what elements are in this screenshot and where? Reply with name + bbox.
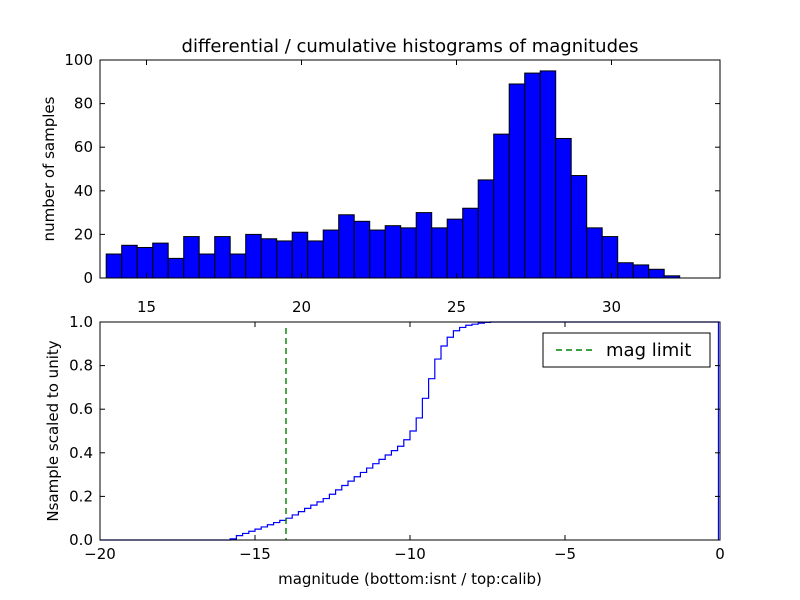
histogram-bar [602,237,618,278]
histogram-bar [215,237,231,278]
bottom-y-tick-label: 0.8 [69,357,93,375]
histogram-bar [199,254,215,278]
histogram-bar [153,243,169,278]
histogram-bar [277,241,293,278]
bottom-x-tick-label: 0 [715,545,725,563]
top-y-tick-label: 0 [83,269,93,287]
histogram-bar [525,73,541,278]
bottom-y-tick-label: 1.0 [69,313,93,331]
histogram-bar [106,254,122,278]
legend-label: mag limit [606,340,691,361]
histogram-bar [261,239,277,278]
histogram-bar [246,234,262,278]
histogram-bars [106,71,680,278]
histogram-bar [618,263,634,278]
histogram-bar [571,176,587,278]
legend: mag limit [543,333,710,367]
histogram-bar [184,237,200,278]
cumulative-histogram-panel: −20 −15 −10 −5 0 0.00.20.40.60.81.0 magnitud… [44,313,725,588]
top-x-tick-label: 30 [602,298,621,316]
histogram-bar [292,232,308,278]
histogram-bar [633,265,649,278]
bottom-y-axis-label: Nsample scaled to unity [44,340,62,521]
histogram-bar [556,138,572,278]
top-y-axis-label: number of samples [40,96,58,241]
histogram-bar [385,226,401,278]
histogram-bar [587,228,603,278]
top-y-tick-label: 60 [74,138,93,156]
top-x-tick-label: 25 [447,298,466,316]
bottom-y-tick-label: 0.2 [69,487,93,505]
histogram-bar [168,258,184,278]
top-y-tick-label: 80 [74,95,93,113]
bottom-x-axis-label: magnitude (bottom:isnt / top:calib) [278,570,542,588]
top-y-tick-label: 20 [74,225,93,243]
chart-title: differential / cumulative histograms of … [182,36,639,57]
histogram-bar [354,221,370,278]
histogram-bar [339,215,355,278]
differential-histogram-panel: differential / cumulative histograms of … [40,36,720,316]
top-x-tick-label: 15 [137,298,156,316]
bottom-x-tick-label: −10 [394,545,426,563]
histogram-bar [447,219,463,278]
top-y-tick-label: 40 [74,182,93,200]
top-x-tick-label: 20 [292,298,311,316]
histogram-bar [478,180,494,278]
histogram-bar [230,254,246,278]
histogram-bar [401,228,417,278]
histogram-bar [370,230,386,278]
histogram-bar [463,208,479,278]
histogram-bar [137,247,153,278]
histogram-bar [509,84,525,278]
bottom-y-tick-label: 0.6 [69,400,93,418]
histogram-bar [494,134,510,278]
bottom-y-tick-label: 0.4 [69,444,93,462]
histogram-bar [122,245,138,278]
histogram-bar [323,230,339,278]
bottom-y-tick-label: 0.0 [69,531,93,549]
histogram-bar [308,241,324,278]
bottom-x-tick-label: −15 [239,545,271,563]
histogram-bar [540,71,556,278]
histogram-bar [416,213,432,278]
top-y-tick-label: 100 [64,51,93,69]
histogram-bar [432,228,448,278]
figure: differential / cumulative histograms of … [0,0,800,600]
bottom-x-tick-label: −5 [554,545,576,563]
histogram-bar [649,269,665,278]
